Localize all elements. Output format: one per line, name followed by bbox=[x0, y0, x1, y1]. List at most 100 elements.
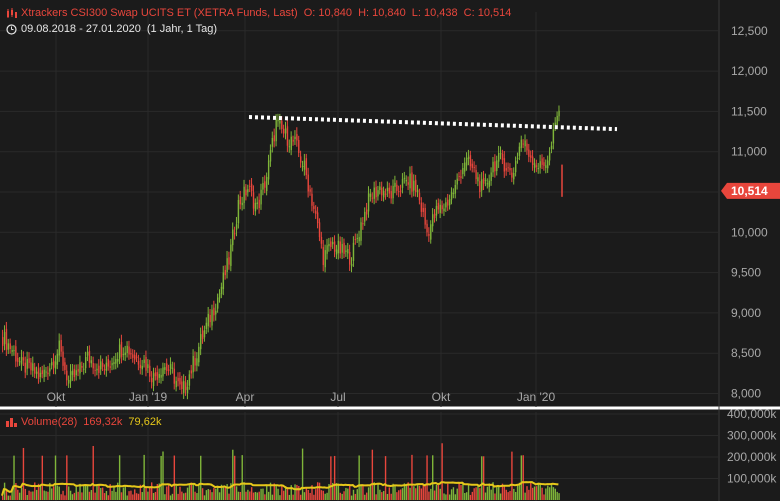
candle bbox=[482, 177, 485, 184]
x-tick-label: Jan '19 bbox=[129, 390, 168, 404]
candle bbox=[531, 156, 534, 165]
volume-bar bbox=[479, 488, 481, 500]
candle bbox=[528, 149, 530, 157]
volume-bar bbox=[316, 482, 319, 500]
price-header: Xtrackers CSI300 Swap UCITS ET (XETRA Fu… bbox=[6, 6, 511, 20]
volume-bars bbox=[2, 443, 560, 500]
panel-divider bbox=[0, 406, 780, 410]
candle bbox=[443, 208, 445, 212]
volume-bar bbox=[424, 484, 426, 500]
volume-bar bbox=[245, 491, 247, 500]
volume-bar bbox=[158, 483, 160, 500]
candle bbox=[413, 180, 415, 191]
volume-bar bbox=[243, 482, 245, 500]
volume-bar bbox=[239, 491, 242, 500]
candle bbox=[86, 351, 89, 356]
candle bbox=[294, 136, 296, 140]
candle bbox=[169, 364, 172, 369]
volume-bar bbox=[30, 491, 32, 500]
volume-bar bbox=[345, 487, 347, 500]
volume-bar bbox=[401, 488, 404, 500]
candle bbox=[269, 150, 272, 162]
volume-bar bbox=[115, 491, 117, 500]
volume-bar bbox=[90, 489, 93, 500]
volume-bar bbox=[113, 485, 115, 500]
candle bbox=[296, 134, 298, 141]
volume-bar bbox=[473, 488, 475, 500]
volume-bar bbox=[305, 487, 308, 500]
volume-bar bbox=[267, 491, 270, 500]
candle bbox=[241, 202, 243, 206]
volume-bar bbox=[150, 482, 153, 500]
candle bbox=[226, 258, 228, 273]
volume-bar bbox=[166, 486, 168, 500]
candle bbox=[92, 362, 94, 369]
volume-bar bbox=[122, 487, 125, 500]
candle bbox=[30, 362, 32, 371]
candle bbox=[113, 362, 115, 365]
candle bbox=[181, 381, 183, 390]
candle bbox=[135, 356, 138, 358]
volume-bar bbox=[332, 482, 334, 500]
volume-bar bbox=[514, 491, 517, 500]
volume-bar bbox=[137, 493, 140, 500]
candle bbox=[398, 191, 400, 193]
candle bbox=[9, 343, 11, 349]
volume-bar bbox=[403, 483, 406, 500]
candle bbox=[2, 337, 4, 346]
candle bbox=[175, 380, 177, 388]
volume-bar bbox=[292, 494, 294, 500]
volume-bar bbox=[79, 483, 81, 500]
x-tick-label: Jan '20 bbox=[517, 390, 556, 404]
candle bbox=[37, 368, 40, 379]
volume-bar bbox=[464, 492, 466, 500]
volume-bar bbox=[145, 487, 147, 500]
volume-bar bbox=[77, 491, 79, 500]
candle bbox=[420, 202, 423, 212]
candle bbox=[117, 358, 119, 362]
x-tick-label: Jul bbox=[330, 390, 345, 404]
volume-bar bbox=[390, 493, 392, 500]
volume-bar bbox=[71, 494, 74, 500]
range-header[interactable]: 09.08.2018 - 27.01.2020 (1 Jahr, 1 Tag) bbox=[6, 22, 217, 36]
candle bbox=[475, 170, 477, 180]
volume-bar bbox=[135, 493, 138, 500]
candle bbox=[277, 119, 279, 122]
volume-bar bbox=[118, 455, 121, 500]
volume-bar bbox=[283, 490, 285, 500]
candle bbox=[220, 286, 223, 294]
candle bbox=[392, 185, 394, 199]
candle bbox=[316, 212, 319, 224]
candle bbox=[409, 173, 411, 189]
volume-bar bbox=[3, 482, 6, 500]
volume-bar bbox=[52, 486, 55, 500]
candle bbox=[367, 193, 370, 212]
volume-bar bbox=[39, 484, 42, 500]
candle bbox=[66, 370, 68, 381]
volume-bar bbox=[526, 486, 528, 500]
candle bbox=[535, 165, 538, 167]
volume-bar bbox=[492, 482, 494, 500]
volume-bar bbox=[258, 491, 260, 500]
volume-bar bbox=[528, 489, 530, 500]
candle bbox=[405, 179, 408, 182]
volume-bar bbox=[35, 489, 38, 500]
candle bbox=[243, 186, 245, 204]
candle bbox=[341, 244, 343, 253]
chart-title: Xtrackers CSI300 Swap UCITS ET (XETRA Fu… bbox=[21, 7, 298, 19]
candle bbox=[326, 245, 328, 254]
volume-bar bbox=[341, 493, 343, 500]
candle bbox=[258, 199, 260, 208]
candle bbox=[62, 351, 64, 366]
volume-bar bbox=[531, 487, 534, 500]
volume-bar bbox=[358, 455, 360, 500]
volume-bar bbox=[81, 492, 83, 500]
candle bbox=[492, 161, 494, 173]
volume-bar bbox=[9, 495, 11, 500]
volume-bar bbox=[420, 488, 423, 500]
candle bbox=[320, 236, 323, 244]
candle bbox=[260, 189, 262, 205]
candle bbox=[309, 189, 311, 192]
volume-bar bbox=[247, 489, 249, 500]
